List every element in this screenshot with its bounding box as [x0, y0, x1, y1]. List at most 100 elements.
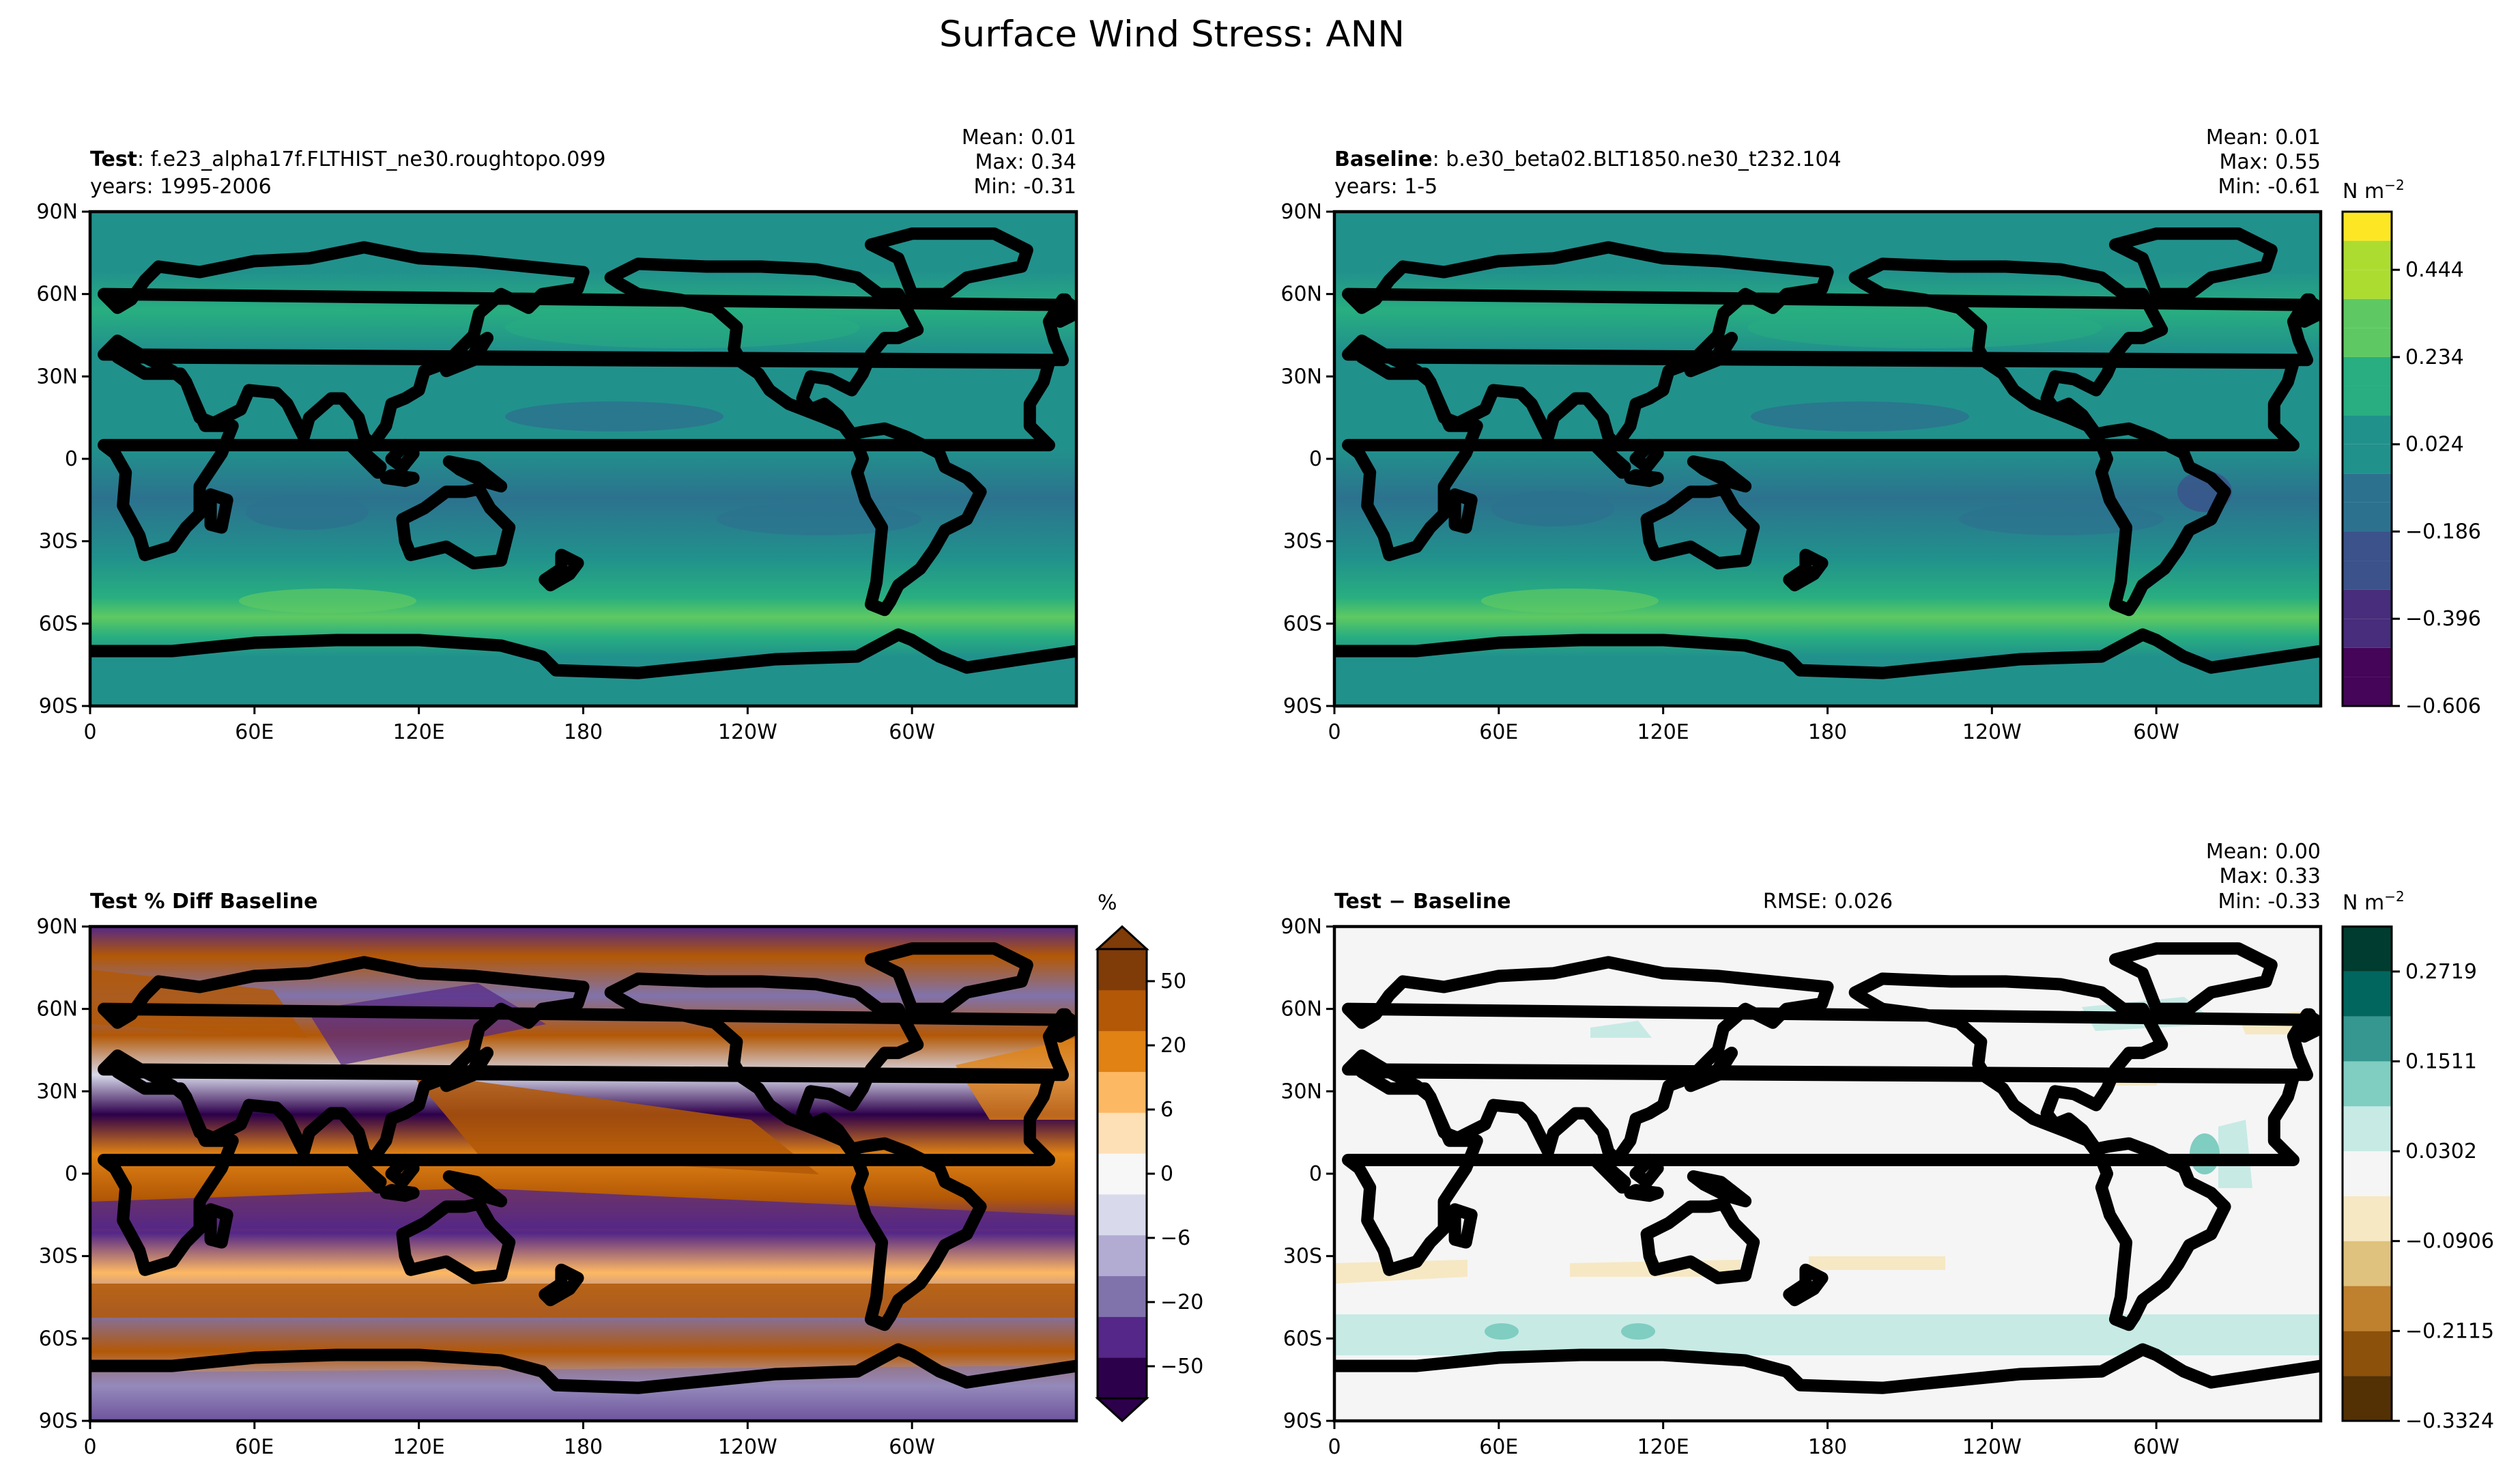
colorbar-band: [1098, 1357, 1147, 1399]
colorbar-tick-label: −0.606: [2405, 694, 2481, 718]
diff-stat-max: Max: 0.33: [2220, 864, 2321, 888]
colorbar-tick-label: −0.186: [2405, 520, 2481, 543]
colorbar-band: [2343, 1376, 2392, 1421]
baseline-title-case: : b.e30_beta02.BLT1850.ne30_t232.104: [1433, 147, 1842, 171]
colorbar-tick-label: −6: [1160, 1226, 1190, 1250]
lat-tick-label: 90S: [1283, 694, 1322, 718]
colorbar-band: [2343, 502, 2392, 532]
lon-tick-label: 60W: [2133, 1435, 2179, 1459]
colorbar-band: [2343, 415, 2392, 444]
colorbar-band: [1098, 1275, 1147, 1317]
lon-tick-label: 120E: [393, 1435, 445, 1459]
diff-map: [1334, 927, 2321, 1421]
colorbar-tick-label: −20: [1160, 1290, 1203, 1314]
colorbar-band: [2343, 1106, 2392, 1152]
colorbar-band: [2343, 561, 2392, 590]
test-stat-min: Min: -0.31: [974, 175, 1077, 199]
colorbar-tick-label: −0.0906: [2405, 1230, 2494, 1254]
lat-tick-label: 90N: [1280, 915, 1322, 939]
colorbar-tick-label: −0.3324: [2405, 1409, 2494, 1433]
diff-colorbar: [2343, 927, 2392, 1421]
diff-cbar-unit: N m−2: [2343, 888, 2405, 915]
colorbar-tick-label: −0.2115: [2405, 1319, 2494, 1343]
baseline-stat-mean: Mean: 0.01: [2206, 126, 2321, 150]
lat-tick-label: 0: [65, 447, 78, 471]
lon-tick-label: 120E: [1637, 720, 1689, 744]
test-title: Test: f.e23_alpha17f.FLTHIST_ne30.rought…: [90, 147, 605, 171]
pct-diff-lon-axis: 0 60E 120E 180 120W 60W: [83, 1421, 935, 1459]
lon-tick-label: 120W: [718, 1435, 777, 1459]
baseline-title: Baseline: b.e30_beta02.BLT1850.ne30_t232…: [1334, 147, 1842, 171]
baseline-cbar-unit-base: N m: [2343, 180, 2384, 203]
colorbar-tick-label: −50: [1160, 1355, 1203, 1379]
colorbar-band: [1098, 1194, 1147, 1236]
diff-title-bold: Test: [1334, 890, 1381, 914]
lon-tick-label: 60E: [1479, 1435, 1518, 1459]
diff-colorbar-ticks: 0.2719 0.1511 0.0302 −0.0906 −0.2115 −0.3324: [2392, 960, 2494, 1433]
lon-tick-label: 60E: [235, 1435, 274, 1459]
lat-tick-label: 60S: [39, 1327, 78, 1351]
lon-tick-label: 0: [83, 1435, 96, 1459]
lon-tick-label: 120W: [1962, 1435, 2022, 1459]
lon-tick-label: 180: [1808, 720, 1847, 744]
figure-title: Surface Wind Stress: ANN: [939, 14, 1405, 55]
lat-tick-label: 60S: [39, 612, 78, 636]
lat-tick-label: 90S: [39, 694, 78, 718]
colorbar-band: [2343, 270, 2392, 299]
colorbar-tick-label: 0.444: [2405, 258, 2464, 282]
colorbar-band: [2343, 619, 2392, 648]
lat-tick-label: 0: [65, 1162, 78, 1186]
colorbar-tick-label: 0.2719: [2405, 960, 2477, 984]
test-years: years: 1995-2006: [90, 175, 272, 199]
colorbar-tick-label: 0: [1160, 1162, 1173, 1186]
lat-tick-label: 90N: [36, 200, 78, 224]
test-title-case: : f.e23_alpha17f.FLTHIST_ne30.roughtopo.…: [137, 147, 605, 171]
lat-tick-label: 60N: [1280, 998, 1322, 1021]
colorbar-band: [2343, 328, 2392, 357]
test-title-bold: Test: [90, 147, 137, 171]
baseline-cbar-unit: N m−2: [2343, 177, 2405, 203]
lon-tick-label: 120W: [718, 720, 777, 744]
lon-tick-label: 120W: [1962, 720, 2022, 744]
lat-tick-label: 30S: [39, 530, 78, 554]
lat-tick-label: 60N: [36, 283, 78, 307]
lon-tick-label: 180: [564, 1435, 603, 1459]
lon-tick-label: 0: [83, 720, 96, 744]
pct-diff-colorbar: [1095, 924, 1149, 1423]
colorbar-band: [2343, 386, 2392, 416]
diff-title: Test − Baseline: [1334, 890, 1511, 914]
panel-pct-diff: Test % Diff Baseline 90N 60N 30N 0 30S 60S 90S…: [36, 890, 1203, 1459]
baseline-colorbar-frame: [2341, 210, 2393, 707]
panel-test: Test: f.e23_alpha17f.FLTHIST_ne30.rought…: [36, 126, 1076, 744]
test-lon-axis: 0 60E 120E 180 120W 60W: [83, 706, 935, 744]
colorbar-band: [1098, 1112, 1147, 1154]
colorbar-band: [1098, 949, 1147, 991]
lat-tick-label: 60S: [1283, 1327, 1322, 1351]
baseline-stat-max: Max: 0.55: [2220, 150, 2321, 174]
colorbar-band: [2343, 444, 2392, 474]
colorbar-band: [2343, 1196, 2392, 1241]
colorbar-band: [1098, 1234, 1147, 1277]
diff-stat-mean: Mean: 0.00: [2206, 840, 2321, 864]
colorbar-band: [2343, 927, 2392, 972]
diff-lon-axis: 0 60E 120E 180 120W 60W: [1328, 1421, 2179, 1459]
baseline-colorbar: [2343, 212, 2392, 706]
lat-tick-label: 30S: [1283, 530, 1322, 554]
colorbar-band: [2343, 677, 2392, 706]
colorbar-tick-label: 0.234: [2405, 345, 2464, 369]
colorbar-tick-label: 0.1511: [2405, 1049, 2477, 1073]
colorbar-tick-label: 0.024: [2405, 433, 2464, 457]
diff-lat-axis: 90N 60N 30N 0 30S 60S 90S: [1280, 915, 1334, 1433]
lat-tick-label: 90N: [1280, 200, 1322, 224]
colorbar-band: [1098, 1316, 1147, 1358]
lat-tick-label: 30N: [36, 1079, 78, 1103]
pct-diff-lat-axis: 90N 60N 30N 0 30S 60S 90S: [36, 915, 90, 1433]
colorbar-band: [2343, 212, 2392, 241]
colorbar-extend-min: [1095, 1397, 1149, 1423]
lon-tick-label: 60W: [889, 1435, 935, 1459]
baseline-lat-axis: 90N 60N 30N 0 30S 60S 90S: [1280, 200, 1334, 718]
colorbar-band: [2343, 1016, 2392, 1062]
test-lat-axis: 90N 60N 30N 0 30S 60S 90S: [36, 200, 90, 718]
pct-diff-colorbar-ticks: 50 20 6 0 −6 −20 −50: [1147, 970, 1203, 1379]
